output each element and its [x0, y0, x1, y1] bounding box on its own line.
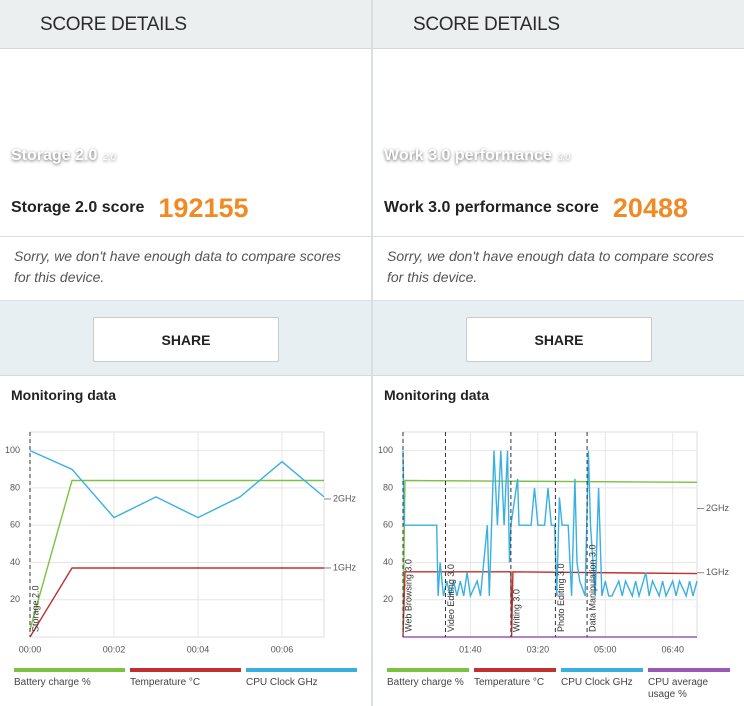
y-tick-label: 80: [10, 482, 20, 492]
hero-image: Storage 2.0 2.0: [0, 50, 371, 180]
y-tick-label: 100: [5, 445, 20, 455]
hero-image: Work 3.0 performance 3.0: [373, 50, 744, 180]
legend: Battery charge % Temperature °C CPU Clock …: [14, 668, 357, 689]
monitoring-chart: 20 40 60 80 100 01:40 03:20 05:00 06:40 1GHz 2GHz W…: [378, 431, 730, 654]
x-tick-label: 03:20: [527, 644, 550, 654]
legend-label: Battery charge %: [14, 677, 91, 688]
monitoring-card: Monitoring data: [0, 375, 371, 706]
score-label: Storage 2.0 score: [11, 199, 145, 216]
series-line: [29, 449, 325, 519]
x-tick-label: 00:00: [19, 644, 42, 654]
x-tick-label: 00:06: [271, 644, 294, 654]
screen-panel: SCORE DETAILS Storage 2.0 2.0 Storage 2.0 …: [0, 0, 371, 706]
legend-swatch: [561, 668, 643, 672]
phase-label: Video Editing 3.0: [446, 564, 456, 632]
y2-tick-label: 2GHz: [706, 503, 730, 513]
legend-swatch: [648, 668, 730, 672]
header-title: SCORE DETAILS: [413, 14, 560, 35]
header-bar: SCORE DETAILS: [373, 0, 744, 49]
score-value: 192155: [158, 192, 249, 223]
legend-label: CPU Clock GHz: [246, 677, 318, 688]
legend-swatch: [246, 668, 357, 672]
header-title: SCORE DETAILS: [40, 14, 187, 35]
monitoring-title: Monitoring data: [384, 387, 489, 403]
y-tick-label: 80: [383, 482, 393, 492]
legend-item: Temperature °C: [130, 668, 241, 689]
series-line: [29, 479, 324, 630]
y-tick-label: 60: [383, 520, 393, 530]
y-tick-label: 60: [10, 520, 20, 530]
legend-label: CPU Clock GHz: [561, 677, 633, 688]
score-label: Work 3.0 performance score: [384, 199, 599, 216]
legend-swatch: [130, 668, 241, 672]
legend-swatch: [387, 668, 469, 672]
series-line: [29, 567, 324, 638]
legend-item: Battery charge %: [14, 668, 125, 689]
hero-caption: Work 3.0 performance 3.0: [384, 147, 570, 165]
legend-item: CPU Clock GHz: [246, 668, 357, 689]
legend-item: Battery charge %: [387, 668, 469, 701]
y2-tick-label: 2GHz: [333, 493, 357, 503]
score-row: Storage 2.0 score 192155: [0, 180, 371, 237]
y-tick-label: 100: [378, 445, 393, 455]
y-tick-label: 40: [10, 557, 20, 567]
hero-caption: Storage 2.0 2.0: [11, 147, 116, 165]
header-bar: SCORE DETAILS: [0, 0, 371, 49]
monitoring-title: Monitoring data: [11, 387, 116, 403]
hero-title: Storage 2.0: [11, 147, 98, 164]
x-tick-label: 01:40: [459, 644, 482, 654]
y-tick-label: 20: [383, 594, 393, 604]
y2-tick-label: 1GHz: [333, 562, 357, 572]
score-row: Work 3.0 performance score 20488: [373, 180, 744, 237]
legend-label: Battery charge %: [387, 677, 464, 688]
y2-tick-label: 1GHz: [706, 567, 730, 577]
legend-swatch: [474, 668, 556, 672]
x-tick-label: 06:40: [661, 644, 684, 654]
legend-label: Temperature °C: [474, 677, 545, 688]
x-tick-label: 00:04: [187, 644, 210, 654]
compare-note: Sorry, we don't have enough data to comp…: [14, 248, 341, 285]
y-tick-label: 20: [10, 594, 20, 604]
hero-version: 3.0: [557, 152, 571, 162]
legend-item: CPU Clock GHz: [561, 668, 643, 701]
hero-version: 2.0: [103, 152, 116, 162]
share-area: SHARE: [373, 300, 744, 376]
legend-item: Temperature °C: [474, 668, 556, 701]
series-line: [402, 571, 698, 638]
legend-label: CPU average usage %: [648, 677, 709, 700]
phase-label: Web Browsing 3.0: [403, 559, 413, 632]
series-line: [402, 450, 698, 599]
x-tick-label: 00:02: [103, 644, 126, 654]
y-tick-label: 40: [383, 557, 393, 567]
phase-label: Data Manipulation 3.0: [587, 544, 597, 632]
screen-panel: SCORE DETAILS Work 3.0 performance 3.0 Wor…: [373, 0, 744, 706]
score-value: 20488: [612, 192, 688, 223]
hero-title: Work 3.0 performance: [384, 147, 552, 164]
phase-label: Storage 2.0: [30, 585, 40, 632]
legend-swatch: [14, 668, 125, 672]
series-line: [402, 479, 698, 630]
monitoring-chart: 20 40 60 80 100 00:00 00:02 00:04 00:06 1GHz 2GHz S…: [5, 431, 357, 654]
legend: Battery charge % Temperature °C CPU Clock …: [387, 668, 730, 701]
share-area: SHARE: [0, 300, 371, 376]
phase-label: Photo Editing 3.0: [556, 563, 566, 632]
share-button[interactable]: SHARE: [466, 317, 652, 362]
legend-label: Temperature °C: [130, 677, 201, 688]
x-tick-label: 05:00: [594, 644, 617, 654]
phase-label: Writing 3.0: [511, 589, 521, 632]
share-button[interactable]: SHARE: [93, 317, 279, 362]
legend-item: CPU average usage %: [648, 668, 730, 701]
compare-note: Sorry, we don't have enough data to comp…: [387, 248, 714, 285]
